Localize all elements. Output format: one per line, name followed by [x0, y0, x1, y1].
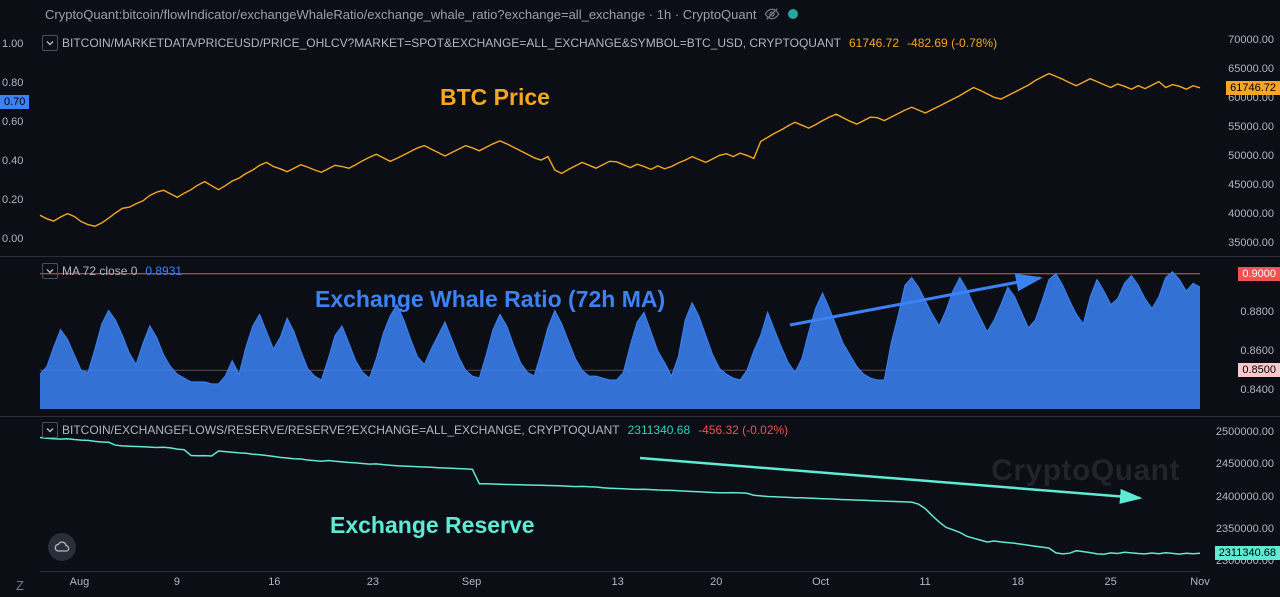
time-tick: Sep	[462, 576, 482, 588]
time-tick: 11	[919, 576, 930, 588]
panel2-label: MA 72 close 0	[62, 264, 137, 278]
panel1-change: -482.69 (-0.78%)	[907, 36, 997, 50]
axis-tick: 40000.00	[1228, 208, 1274, 220]
watermark: CryptoQuant	[991, 454, 1180, 488]
axis-tick: 2350000.00	[1216, 523, 1274, 535]
panel1-last: 61746.72	[849, 36, 899, 50]
cloud-button[interactable]	[48, 533, 76, 561]
axis-tick: 0.60	[2, 116, 23, 128]
panel1-right-axis[interactable]: 70000.0065000.0060000.0055000.0050000.00…	[1202, 30, 1280, 253]
axis-tick: 45000.00	[1228, 179, 1274, 191]
axis-tick: 0.8600	[1240, 345, 1274, 357]
z-indicator: Z	[16, 578, 24, 593]
axis-tick: 2450000.00	[1216, 458, 1274, 470]
symbol-header[interactable]: CryptoQuant:bitcoin/flowIndicator/exchan…	[45, 6, 798, 22]
panel3-right-axis[interactable]: 2500000.00 2450000.00 2400000.00 2350000.00…	[1202, 418, 1280, 571]
axis-tick: 50000.00	[1228, 150, 1274, 162]
panel2-legend[interactable]: MA 72 close 0 0.8931	[62, 264, 182, 278]
status-dot	[788, 9, 798, 19]
axis-tick: 55000.00	[1228, 121, 1274, 133]
price-badge: 61746.72	[1226, 81, 1280, 95]
panel3-label: BITCOIN/EXCHANGEFLOWS/RESERVE/RESERVE?EX…	[62, 423, 620, 437]
axis-tick: 70000.00	[1228, 34, 1274, 46]
time-tick: 13	[612, 576, 624, 588]
threshold-badge: 0.9000	[1238, 267, 1280, 281]
time-tick: 16	[268, 576, 280, 588]
time-tick: 18	[1012, 576, 1024, 588]
reserve-badge: 2311340.68	[1215, 546, 1280, 560]
axis-tick: 0.20	[2, 194, 23, 206]
panel3-value: 2311340.68	[628, 423, 691, 437]
axis-tick: 65000.00	[1228, 63, 1274, 75]
axis-tick: 0.80	[2, 77, 23, 89]
panel3-legend[interactable]: BITCOIN/EXCHANGEFLOWS/RESERVE/RESERVE?EX…	[62, 423, 788, 437]
time-tick: 25	[1105, 576, 1117, 588]
time-tick: 23	[367, 576, 379, 588]
collapse-toggle-p2[interactable]	[42, 263, 58, 279]
axis-tick: 35000.00	[1228, 237, 1274, 249]
annotation-btc-price: BTC Price	[440, 84, 550, 111]
annotation-exchange-reserve: Exchange Reserve	[330, 512, 535, 539]
axis-tick: 2500000.00	[1216, 426, 1274, 438]
collapse-toggle-p1[interactable]	[42, 35, 58, 51]
panel2-value: 0.8931	[145, 264, 182, 278]
panel1-legend[interactable]: BITCOIN/MARKETDATA/PRICEUSD/PRICE_OHLCV?…	[62, 36, 997, 50]
time-tick: 20	[710, 576, 722, 588]
axis-tick: 2400000.00	[1216, 491, 1274, 503]
annotation-whale-ratio: Exchange Whale Ratio (72h MA)	[315, 286, 665, 313]
chart-container: CryptoQuant:bitcoin/flowIndicator/exchan…	[0, 0, 1280, 597]
axis-tick: 1.00	[2, 38, 23, 50]
time-tick: Aug	[70, 576, 90, 588]
axis-tick: 0.8400	[1240, 384, 1274, 396]
time-axis[interactable]: Aug91623Sep1320Oct111825Nov	[40, 571, 1200, 597]
panel1-label: BITCOIN/MARKETDATA/PRICEUSD/PRICE_OHLCV?…	[62, 36, 841, 50]
panel3-change: -456.32 (-0.02%)	[698, 423, 788, 437]
symbol-title: CryptoQuant:bitcoin/flowIndicator/exchan…	[45, 7, 756, 22]
ratio-badge: 0.70	[0, 95, 29, 109]
collapse-toggle-p3[interactable]	[42, 422, 58, 438]
panel1-left-axis[interactable]: 1.00 0.80 0.60 0.40 0.20 0.00 0.70	[0, 30, 38, 253]
axis-tick: 0.8800	[1240, 306, 1274, 318]
threshold-badge: 0.8500	[1238, 363, 1280, 377]
time-tick: Nov	[1190, 576, 1210, 588]
visibility-icon[interactable]	[764, 6, 780, 22]
time-tick: Oct	[812, 576, 829, 588]
axis-tick: 0.00	[2, 233, 23, 245]
axis-tick: 0.40	[2, 155, 23, 167]
panel2-right-axis[interactable]: 0.8800 0.8600 0.8400 0.9000 0.8500	[1202, 258, 1280, 413]
time-tick: 9	[174, 576, 180, 588]
